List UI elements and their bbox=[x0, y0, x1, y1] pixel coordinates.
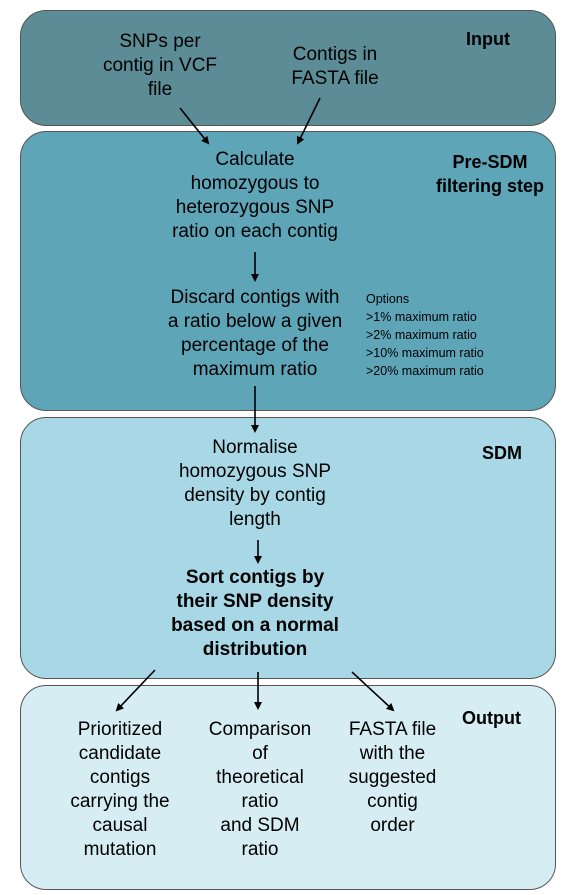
output-panel bbox=[20, 685, 556, 890]
node-line: suggested bbox=[348, 767, 437, 788]
node-line: homozygous to bbox=[190, 173, 320, 194]
node-contigs-fasta: Contigs in FASTA file bbox=[270, 43, 400, 91]
pre-sdm-title-line: filtering step bbox=[435, 176, 544, 196]
node-comparison: Comparison of theoretical ratio and SDM … bbox=[190, 718, 330, 862]
node-line: Contigs in bbox=[292, 44, 378, 65]
node-line: ratio bbox=[241, 839, 279, 860]
node-calculate: Calculate homozygous to heterozygous SNP… bbox=[150, 148, 360, 244]
node-prioritized: Prioritized candidate contigs carrying t… bbox=[50, 718, 190, 862]
node-line: a ratio below a given bbox=[167, 311, 343, 332]
node-line: ratio bbox=[241, 791, 279, 812]
node-line: ratio on each contig bbox=[172, 221, 338, 242]
node-line: Normalise bbox=[212, 437, 298, 458]
node-line: Sort contigs by bbox=[185, 567, 325, 588]
sdm-panel bbox=[20, 417, 556, 679]
node-normalise: Normalise homozygous SNP density by cont… bbox=[150, 436, 360, 532]
node-line: contig bbox=[367, 791, 418, 812]
node-line: Discard contigs with bbox=[170, 287, 340, 308]
pre-sdm-title: Pre-SDM filtering step bbox=[420, 150, 560, 198]
node-line: of bbox=[252, 743, 268, 764]
node-line: density by contig bbox=[184, 485, 326, 506]
pre-sdm-panel bbox=[20, 131, 556, 411]
node-line: heterozygous SNP bbox=[175, 197, 335, 218]
node-line: mutation bbox=[83, 839, 157, 860]
node-line: percentage of the bbox=[181, 335, 329, 356]
options-list: Options >1% maximum ratio >2% maximum ra… bbox=[366, 290, 484, 380]
node-snps-vcf: SNPs per contig in VCF file bbox=[90, 30, 230, 102]
node-line: Calculate bbox=[215, 149, 295, 170]
node-line: SNPs per bbox=[119, 31, 201, 52]
input-title: Input bbox=[466, 29, 510, 49]
node-line: contig in VCF bbox=[102, 55, 218, 76]
node-discard: Discard contigs with a ratio below a giv… bbox=[150, 286, 360, 382]
node-line: carrying the bbox=[70, 791, 170, 812]
node-line: order bbox=[370, 815, 415, 836]
node-fasta-out: FASTA file with the suggested contig ord… bbox=[330, 718, 455, 838]
node-line: FASTA file bbox=[348, 719, 437, 740]
node-line: Comparison bbox=[208, 719, 312, 740]
option-item: >20% maximum ratio bbox=[366, 364, 484, 378]
sdm-title: SDM bbox=[482, 443, 522, 463]
node-line: distribution bbox=[202, 639, 308, 660]
node-line: based on a normal bbox=[171, 615, 339, 636]
node-line: their SNP density bbox=[176, 591, 334, 612]
output-title: Output bbox=[462, 708, 521, 728]
node-line: FASTA file bbox=[291, 68, 379, 89]
node-line: homozygous SNP bbox=[178, 461, 332, 482]
input-panel bbox=[20, 10, 556, 126]
node-line: and SDM bbox=[220, 815, 300, 836]
node-line: file bbox=[147, 79, 173, 100]
node-line: candidate bbox=[78, 743, 162, 764]
option-item: >2% maximum ratio bbox=[366, 328, 477, 342]
node-line: with the bbox=[359, 743, 426, 764]
pre-sdm-title-line: Pre-SDM bbox=[452, 152, 528, 172]
node-sort: Sort contigs by their SNP density based … bbox=[140, 566, 370, 662]
node-line: Prioritized bbox=[77, 719, 163, 740]
node-line: length bbox=[229, 509, 281, 530]
node-line: maximum ratio bbox=[192, 359, 318, 380]
node-line: contigs bbox=[89, 767, 151, 788]
node-line: causal bbox=[92, 815, 148, 836]
option-item: >10% maximum ratio bbox=[366, 346, 484, 360]
node-line: theoretical bbox=[216, 767, 304, 788]
option-item: >1% maximum ratio bbox=[366, 310, 477, 324]
options-heading: Options bbox=[366, 292, 410, 306]
